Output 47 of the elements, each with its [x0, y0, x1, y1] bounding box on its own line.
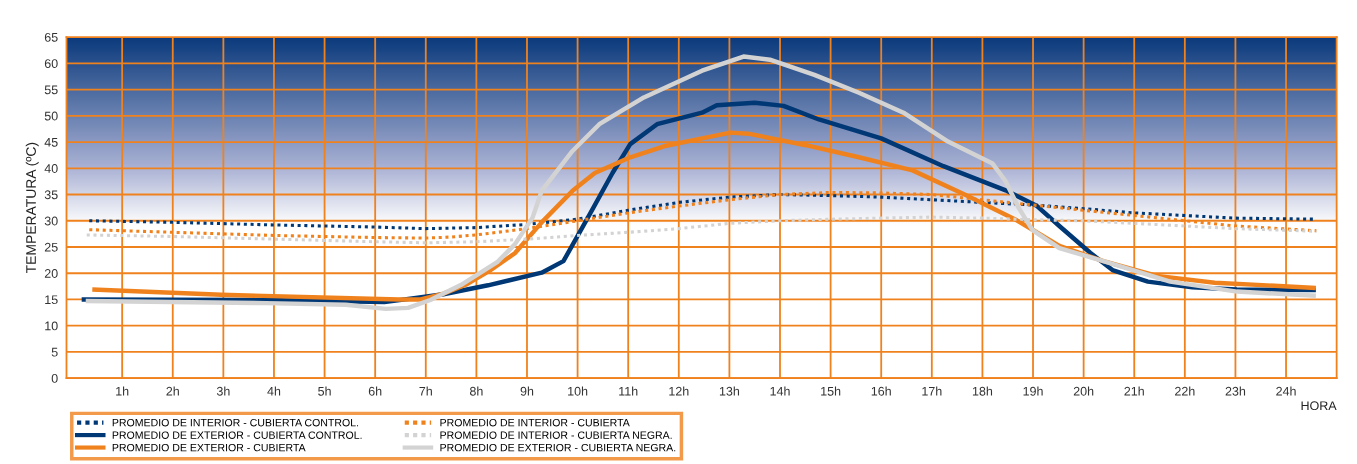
y-tick-label: 50 — [44, 111, 58, 121]
y-tick-label: 55 — [44, 85, 58, 95]
x-tick-label: 6h — [368, 386, 382, 396]
legend-label: PROMEDIO DE EXTERIOR - CUBIERTA CONTROL. — [112, 431, 362, 439]
x-tick-label: 8h — [469, 386, 483, 396]
y-tick-label: 40 — [44, 164, 58, 173]
x-tick-label: 4h — [267, 386, 281, 396]
y-tick-label: 5 — [51, 347, 58, 357]
legend-label: PROMEDIO DE INTERIOR - CUBIERTA — [440, 418, 630, 427]
legend-label: PROMEDIO DE INTERIOR - CUBIERTA CONTROL. — [112, 418, 359, 427]
legend-label: PROMEDIO DE EXTERIOR - CUBIERTA — [112, 443, 306, 452]
y-tick-label: 30 — [44, 216, 58, 226]
y-tick-label: 25 — [44, 242, 58, 252]
y-tick-label: 65 — [44, 32, 58, 42]
x-tick-label: 16h — [871, 386, 891, 396]
x-tick-label: 14h — [770, 386, 790, 396]
x-tick-label: 24h — [1276, 386, 1296, 396]
x-tick-label: 17h — [922, 386, 942, 396]
x-tick-label: 19h — [1023, 386, 1043, 396]
y-axis-title: TEMPERATURA (ºC) — [25, 142, 39, 274]
y-tick-label: 35 — [44, 190, 58, 200]
x-tick-label: 3h — [216, 386, 230, 396]
legend-label: PROMEDIO DE INTERIOR - CUBIERTA NEGRA. — [440, 431, 672, 439]
legend-label: PROMEDIO DE EXTERIOR - CUBIERTA NEGRA. — [440, 443, 676, 452]
x-tick-label: 12h — [669, 386, 689, 396]
y-tick-label: 0 — [51, 373, 58, 383]
y-tick-label: 60 — [44, 59, 58, 69]
x-tick-label: 15h — [821, 386, 841, 396]
x-tick-label: 13h — [719, 386, 740, 396]
y-tick-label: 15 — [45, 295, 58, 305]
y-tick-label: 10 — [45, 321, 58, 331]
x-tick-label: 23h — [1225, 386, 1246, 396]
x-tick-label: 18h — [972, 386, 993, 396]
y-tick-label: 20 — [44, 269, 58, 278]
x-tick-label: 20h — [1073, 386, 1094, 396]
x-tick-label: 11h — [619, 386, 638, 396]
y-tick-label: 45 — [44, 137, 58, 147]
x-tick-label: 10h — [568, 386, 588, 396]
x-tick-label: 5h — [318, 386, 331, 396]
line-series — [83, 54, 1319, 312]
x-tick-label: 9h — [520, 386, 534, 396]
x-tick-label: 2h — [166, 386, 179, 396]
x-tick-label: 21h — [1124, 386, 1144, 396]
x-axis-title: HORA — [1301, 401, 1337, 411]
x-tick-label: 7h — [419, 386, 432, 396]
x-tick-label: 1h — [116, 386, 129, 396]
x-tick-label: 22h — [1175, 386, 1195, 396]
